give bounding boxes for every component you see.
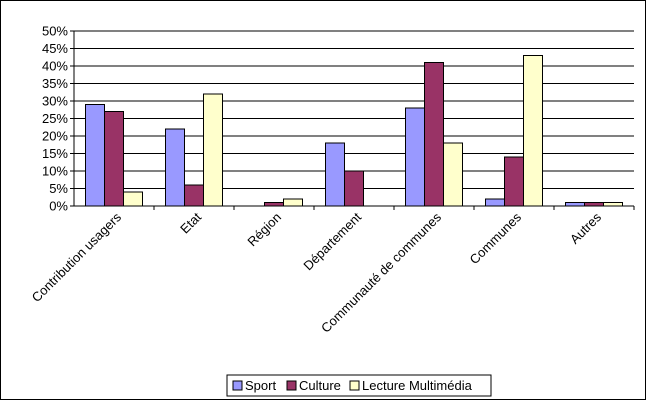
bar-lecture-multimédia — [123, 191, 143, 207]
bar-culture — [504, 156, 524, 207]
bar-culture — [584, 202, 604, 207]
y-tick-label: 45% — [42, 41, 68, 56]
legend-swatch-sport — [232, 380, 243, 391]
y-tick-label: 50% — [42, 24, 68, 39]
y-tick-label: 25% — [42, 111, 68, 126]
legend-label-sport: Sport — [245, 378, 276, 393]
y-tick-label: 30% — [42, 94, 68, 109]
legend: Sport Culture Lecture Multimédia — [226, 374, 492, 397]
bar-culture — [424, 62, 444, 207]
y-tick-label: 40% — [42, 59, 68, 74]
y-tick-label: 35% — [42, 76, 68, 91]
legend-label-culture: Culture — [299, 378, 341, 393]
bar-lecture-multimédia — [283, 198, 303, 207]
y-tick-label: 15% — [42, 146, 68, 161]
bar-lecture-multimédia — [443, 142, 463, 207]
bar-culture — [104, 111, 124, 207]
bar-sport — [165, 128, 185, 207]
legend-swatch-culture — [286, 380, 297, 391]
y-tick-label: 0% — [49, 199, 68, 214]
bar-sport — [485, 198, 505, 207]
bar-sport — [85, 104, 105, 207]
y-tick-label: 10% — [42, 164, 68, 179]
y-tick-label: 20% — [42, 129, 68, 144]
bar-culture — [344, 170, 364, 207]
bar-lecture-multimédia — [203, 93, 223, 207]
bar-sport — [325, 142, 345, 207]
bar-lecture-multimédia — [523, 55, 543, 207]
legend-swatch-lecture-multimédia — [349, 380, 360, 391]
bar-sport — [405, 107, 425, 207]
bar-culture — [184, 184, 204, 207]
y-tick-label: 5% — [49, 181, 68, 196]
legend-label-lecture-multimédia: Lecture Multimédia — [362, 378, 473, 393]
bar-sport — [565, 202, 585, 207]
bar-culture — [264, 202, 284, 207]
bar-lecture-multimédia — [603, 202, 623, 207]
